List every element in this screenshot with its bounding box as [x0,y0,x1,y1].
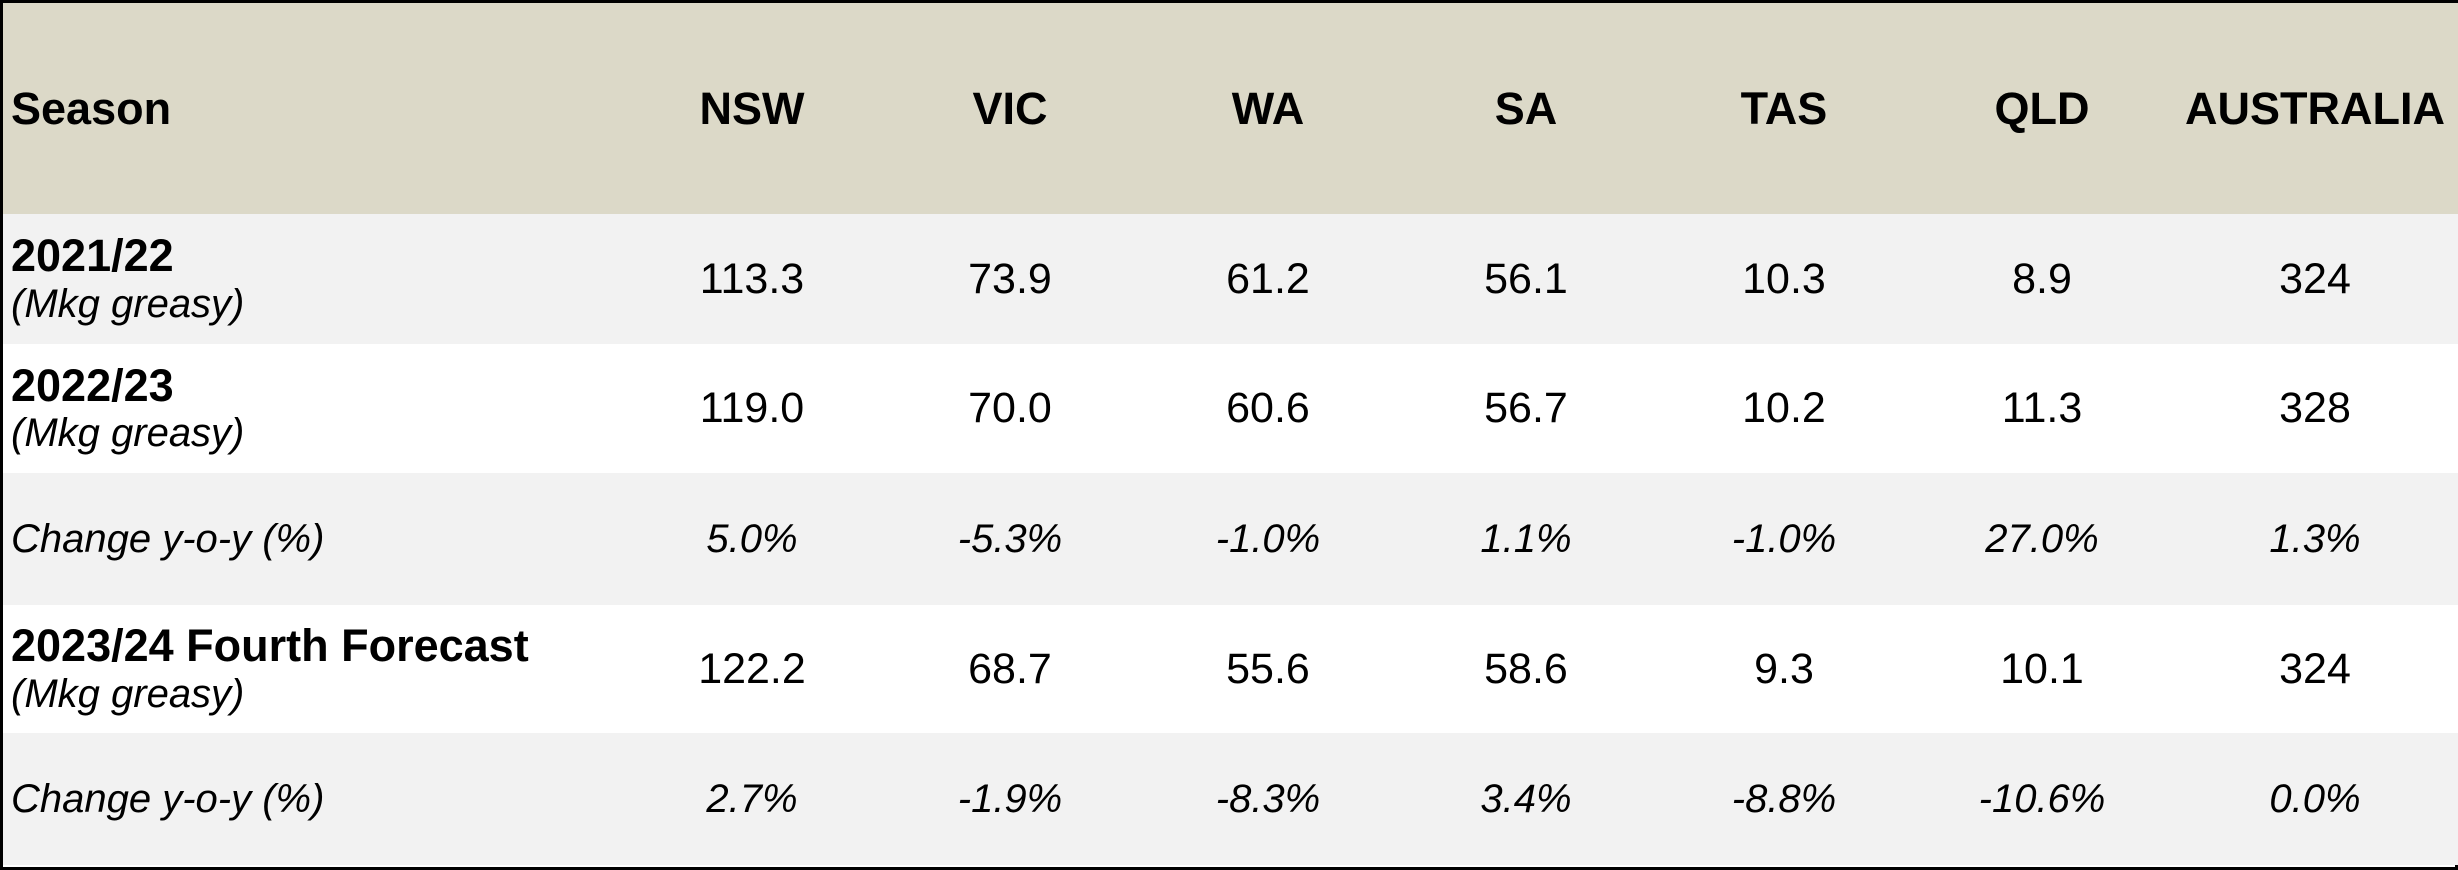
value-cell-sa: 56.1 [1484,254,1568,303]
change-cell-australia: 1.3% [2269,516,2361,561]
change-cell-wa: -1.0% [1215,516,1321,561]
change-label: Change y-o-y (%) [11,776,325,821]
table-row-change-2023-24: Change y-o-y (%) 2.7% -1.9% -8.3% 3.4% -… [3,733,2458,865]
column-header-season: Season [11,82,172,134]
change-cell-qld: -10.6% [1978,776,2106,821]
season-title: 2021/22 [11,230,174,282]
change-cell-wa: -8.3% [1215,776,1321,821]
value-cell-tas: 9.3 [1754,644,1814,693]
table-row-2023-24-forecast: 2023/24 Fourth Forecast (Mkg greasy) 122… [3,605,2458,733]
change-cell-vic: -5.3% [957,516,1063,561]
value-cell-qld: 11.3 [2001,384,2083,432]
wool-production-table: Season NSW VIC WA SA TAS QLD AUSTRALIA 2… [3,3,2458,865]
season-cell: 2022/23 (Mkg greasy) [3,344,623,473]
value-cell-wa: 55.6 [1226,644,1310,693]
change-label: Change y-o-y (%) [11,516,325,561]
change-cell-sa: 3.4% [1480,776,1572,821]
season-unit: (Mkg greasy) [11,671,245,716]
season-title: 2022/23 [11,359,174,411]
value-cell-nsw: 122.2 [698,644,806,693]
value-cell-sa: 58.6 [1484,644,1568,693]
value-cell-wa: 61.2 [1226,254,1310,303]
season-unit: (Mkg greasy) [11,411,245,456]
value-cell-sa: 56.7 [1484,384,1568,432]
season-cell: 2021/22 (Mkg greasy) [3,214,623,344]
value-cell-vic: 73.9 [968,254,1052,303]
season-title: 2023/24 Fourth Forecast [11,620,529,672]
column-header-australia: AUSTRALIA [2185,82,2445,134]
table-header-row: Season NSW VIC WA SA TAS QLD AUSTRALIA [3,3,2458,214]
change-cell-tas: -8.8% [1731,776,1837,821]
value-cell-tas: 10.2 [1742,384,1826,432]
value-cell-vic: 68.7 [968,644,1052,693]
value-cell-nsw: 113.3 [699,254,805,303]
season-cell: 2023/24 Fourth Forecast (Mkg greasy) [3,605,623,733]
table-row-2021-22: 2021/22 (Mkg greasy) 113.3 73.9 61.2 56.… [3,214,2458,344]
column-header-nsw: NSW [699,82,805,134]
change-cell-sa: 1.1% [1480,516,1572,561]
season-unit: (Mkg greasy) [11,281,245,326]
value-cell-wa: 60.6 [1226,384,1310,432]
value-cell-nsw: 119.0 [699,384,805,432]
table-row-change-2022-23: Change y-o-y (%) 5.0% -5.3% -1.0% 1.1% -… [3,473,2458,605]
change-cell-nsw: 5.0% [706,516,798,561]
column-header-sa: SA [1494,82,1558,134]
column-header-qld: QLD [1994,82,2090,134]
value-cell-qld: 8.9 [2012,254,2072,303]
change-cell-nsw: 2.7% [706,776,798,821]
change-cell-tas: -1.0% [1731,516,1837,561]
value-cell-australia: 328 [2279,384,2351,432]
table-row-2022-23: 2022/23 (Mkg greasy) 119.0 70.0 60.6 56.… [3,344,2458,473]
change-cell-vic: -1.9% [957,776,1063,821]
value-cell-qld: 10.1 [2000,644,2084,693]
column-header-tas: TAS [1740,82,1828,134]
column-header-vic: VIC [972,82,1048,134]
value-cell-vic: 70.0 [968,384,1052,432]
value-cell-tas: 10.3 [1742,254,1826,303]
change-cell-qld: 27.0% [1985,516,2099,561]
value-cell-australia: 324 [2279,644,2351,693]
column-header-wa: WA [1231,82,1305,134]
change-cell-australia: 0.0% [2269,776,2361,821]
value-cell-australia: 324 [2279,254,2351,303]
